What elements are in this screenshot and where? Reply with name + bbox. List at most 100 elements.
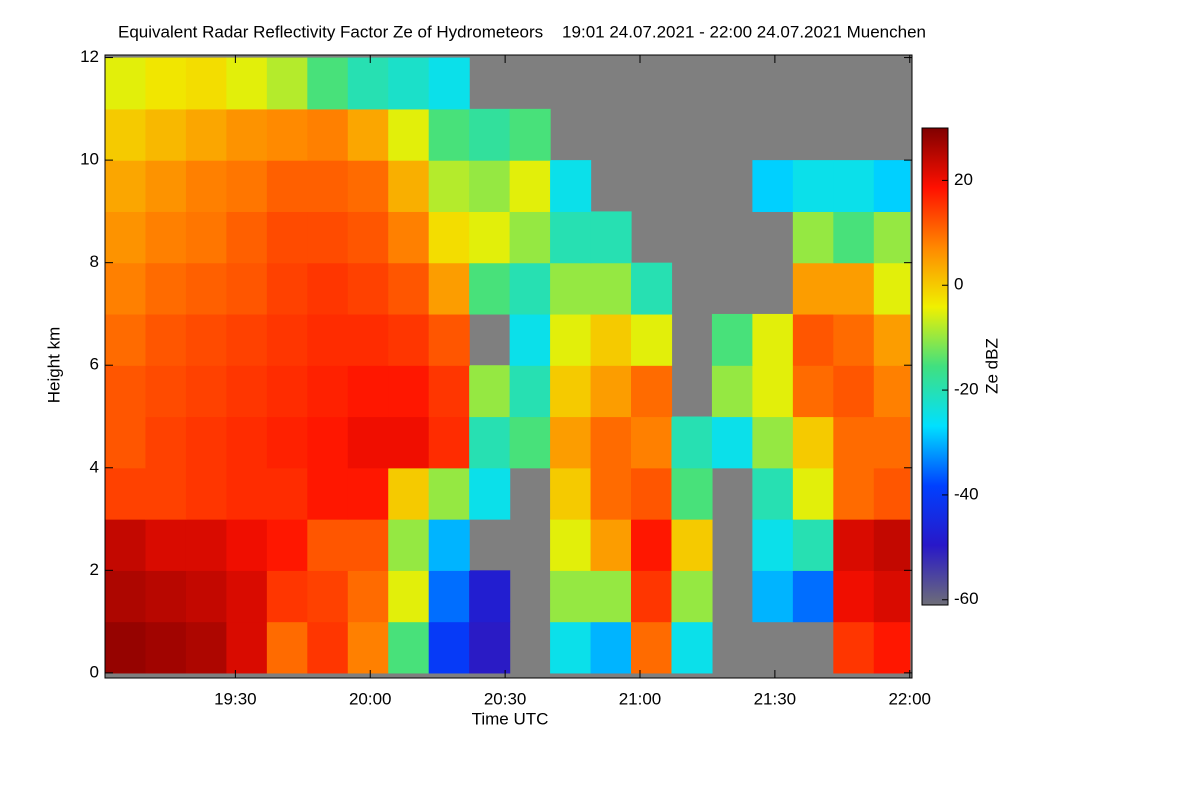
heatmap-cell: [631, 467, 673, 520]
heatmap-cell: [145, 416, 187, 469]
heatmap-cell: [388, 211, 430, 264]
heatmap-cell: [428, 108, 470, 161]
heatmap-cell: [590, 211, 632, 264]
heatmap-cell: [873, 570, 911, 623]
heatmap-cell: [388, 467, 430, 520]
colorbar-tick-label: -20: [954, 380, 979, 399]
heatmap-cell: [469, 160, 511, 212]
heatmap-cell: [105, 262, 147, 315]
heatmap-cell: [307, 57, 349, 110]
heatmap-cell: [752, 160, 794, 212]
heatmap-cell: [792, 467, 834, 520]
heatmap-cell: [347, 621, 389, 674]
heatmap-cell: [266, 262, 308, 315]
heatmap-cell: [873, 262, 911, 315]
heatmap-cell: [145, 365, 187, 418]
heatmap-cell: [266, 160, 308, 212]
heatmap-cell: [833, 211, 875, 264]
heatmap-cell: [631, 416, 673, 469]
heatmap-cell: [469, 365, 511, 418]
heatmap-cell: [752, 467, 794, 520]
heatmap-cell: [347, 467, 389, 520]
heatmap-cell: [590, 313, 632, 366]
x-tick-label: 21:00: [619, 689, 662, 708]
x-tick-label: 22:00: [888, 689, 931, 708]
heatmap-cell: [428, 211, 470, 264]
heatmap-cell: [590, 365, 632, 418]
heatmap-cell: [711, 365, 753, 418]
heatmap-cell: [752, 570, 794, 623]
heatmap-cell: [550, 570, 592, 623]
heatmap-cell: [792, 570, 834, 623]
heatmap-cell: [752, 519, 794, 571]
heatmap-cell: [347, 262, 389, 315]
heatmap-cell: [833, 313, 875, 366]
heatmap-cell: [631, 313, 673, 366]
heatmap-cell: [307, 365, 349, 418]
heatmap-cell: [226, 570, 268, 623]
heatmap-cell: [509, 262, 551, 315]
heatmap-cell: [631, 365, 673, 418]
heatmap-cell: [347, 160, 389, 212]
heatmap-cell: [185, 211, 227, 264]
chart-title: Equivalent Radar Reflectivity Factor Ze …: [118, 22, 926, 41]
heatmap-cell: [145, 262, 187, 315]
heatmap-cell: [509, 416, 551, 469]
heatmap-cell: [550, 313, 592, 366]
heatmap-cell: [145, 621, 187, 674]
heatmap-cell: [428, 416, 470, 469]
heatmap-cell: [833, 519, 875, 571]
heatmap-cell: [509, 108, 551, 161]
heatmap-cell: [550, 262, 592, 315]
heatmap-cell: [105, 211, 147, 264]
heatmap-cell: [631, 519, 673, 571]
heatmap-cell: [266, 570, 308, 623]
heatmap-cell: [792, 416, 834, 469]
heatmap-cell: [105, 467, 147, 520]
heatmap-cell: [550, 365, 592, 418]
heatmap-cell: [469, 211, 511, 264]
y-tick-label: 4: [90, 457, 99, 476]
heatmap-cell: [590, 621, 632, 674]
heatmap-cell: [226, 211, 268, 264]
heatmap-cell: [792, 211, 834, 264]
heatmap-cell: [145, 57, 187, 110]
heatmap-cell: [388, 160, 430, 212]
heatmap-cell: [388, 313, 430, 366]
heatmap-cell: [388, 57, 430, 110]
heatmap-cell: [145, 519, 187, 571]
heatmap-cell: [347, 570, 389, 623]
heatmap-cell: [752, 365, 794, 418]
heatmap-cell: [388, 570, 430, 623]
heatmap-cell: [428, 519, 470, 571]
y-tick-label: 12: [80, 47, 99, 66]
heatmap-cell: [145, 108, 187, 161]
heatmap-cell: [226, 108, 268, 161]
heatmap-cell: [388, 416, 430, 469]
heatmap-cell: [711, 313, 753, 366]
heatmap-cell: [833, 570, 875, 623]
y-tick-label: 0: [90, 662, 99, 681]
heatmap-cell: [185, 57, 227, 110]
heatmap-cell: [307, 313, 349, 366]
heatmap-cell: [105, 160, 147, 212]
heatmap-cell: [266, 519, 308, 571]
heatmap-cell: [307, 108, 349, 161]
heatmap-cell: [266, 365, 308, 418]
heatmap-cell: [469, 570, 511, 623]
heatmap-cell: [347, 57, 389, 110]
heatmap-cell: [873, 313, 911, 366]
heatmap-cell: [428, 313, 470, 366]
heatmap-cell: [469, 262, 511, 315]
heatmap-cell: [671, 416, 713, 469]
x-tick-label: 19:30: [214, 689, 257, 708]
x-tick-label: 20:30: [484, 689, 527, 708]
heatmap-cell: [792, 313, 834, 366]
heatmap-cell: [105, 519, 147, 571]
heatmap-cell: [590, 416, 632, 469]
heatmap-cell: [185, 467, 227, 520]
heatmap-cell: [105, 416, 147, 469]
heatmap-cell: [226, 621, 268, 674]
heatmap-cell: [185, 313, 227, 366]
heatmap-cell: [469, 108, 511, 161]
